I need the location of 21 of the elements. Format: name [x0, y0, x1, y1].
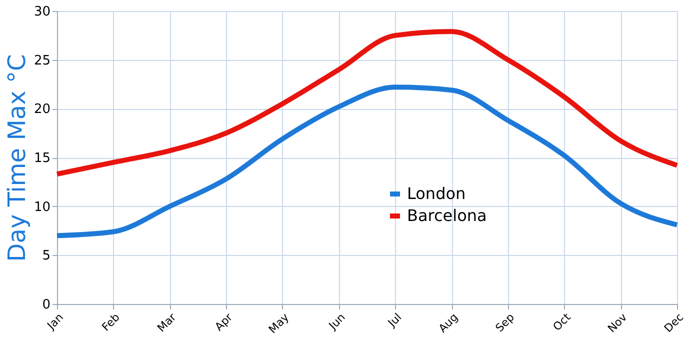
x-tick-label: Jul	[384, 310, 404, 330]
x-tick-label: Nov	[605, 310, 630, 336]
y-tick-label: 0	[42, 298, 50, 312]
x-tick-label: Feb	[99, 310, 122, 334]
x-tick-label: Dec	[662, 310, 686, 336]
x-tick-label: Apr	[212, 310, 236, 334]
legend-label: Barcelona	[407, 206, 487, 225]
y-tick-label: 15	[34, 151, 50, 166]
x-tick-label: Jun	[326, 310, 348, 333]
legend-label: London	[407, 184, 466, 203]
x-tick-label: Sep	[493, 310, 517, 335]
x-tick-label: Jan	[44, 310, 66, 333]
y-tick-label: 20	[34, 102, 50, 118]
y-axis-title: Day Time Max °C	[2, 54, 31, 262]
x-tick-label: Mar	[154, 310, 180, 335]
y-tick-label: 30	[34, 4, 50, 20]
x-tick-label: Oct	[550, 310, 574, 334]
y-tick-label: 10	[34, 200, 50, 215]
y-tick-label: 25	[34, 53, 50, 68]
y-tick-label: 5	[42, 248, 50, 264]
x-tick-label: Aug	[436, 310, 461, 336]
